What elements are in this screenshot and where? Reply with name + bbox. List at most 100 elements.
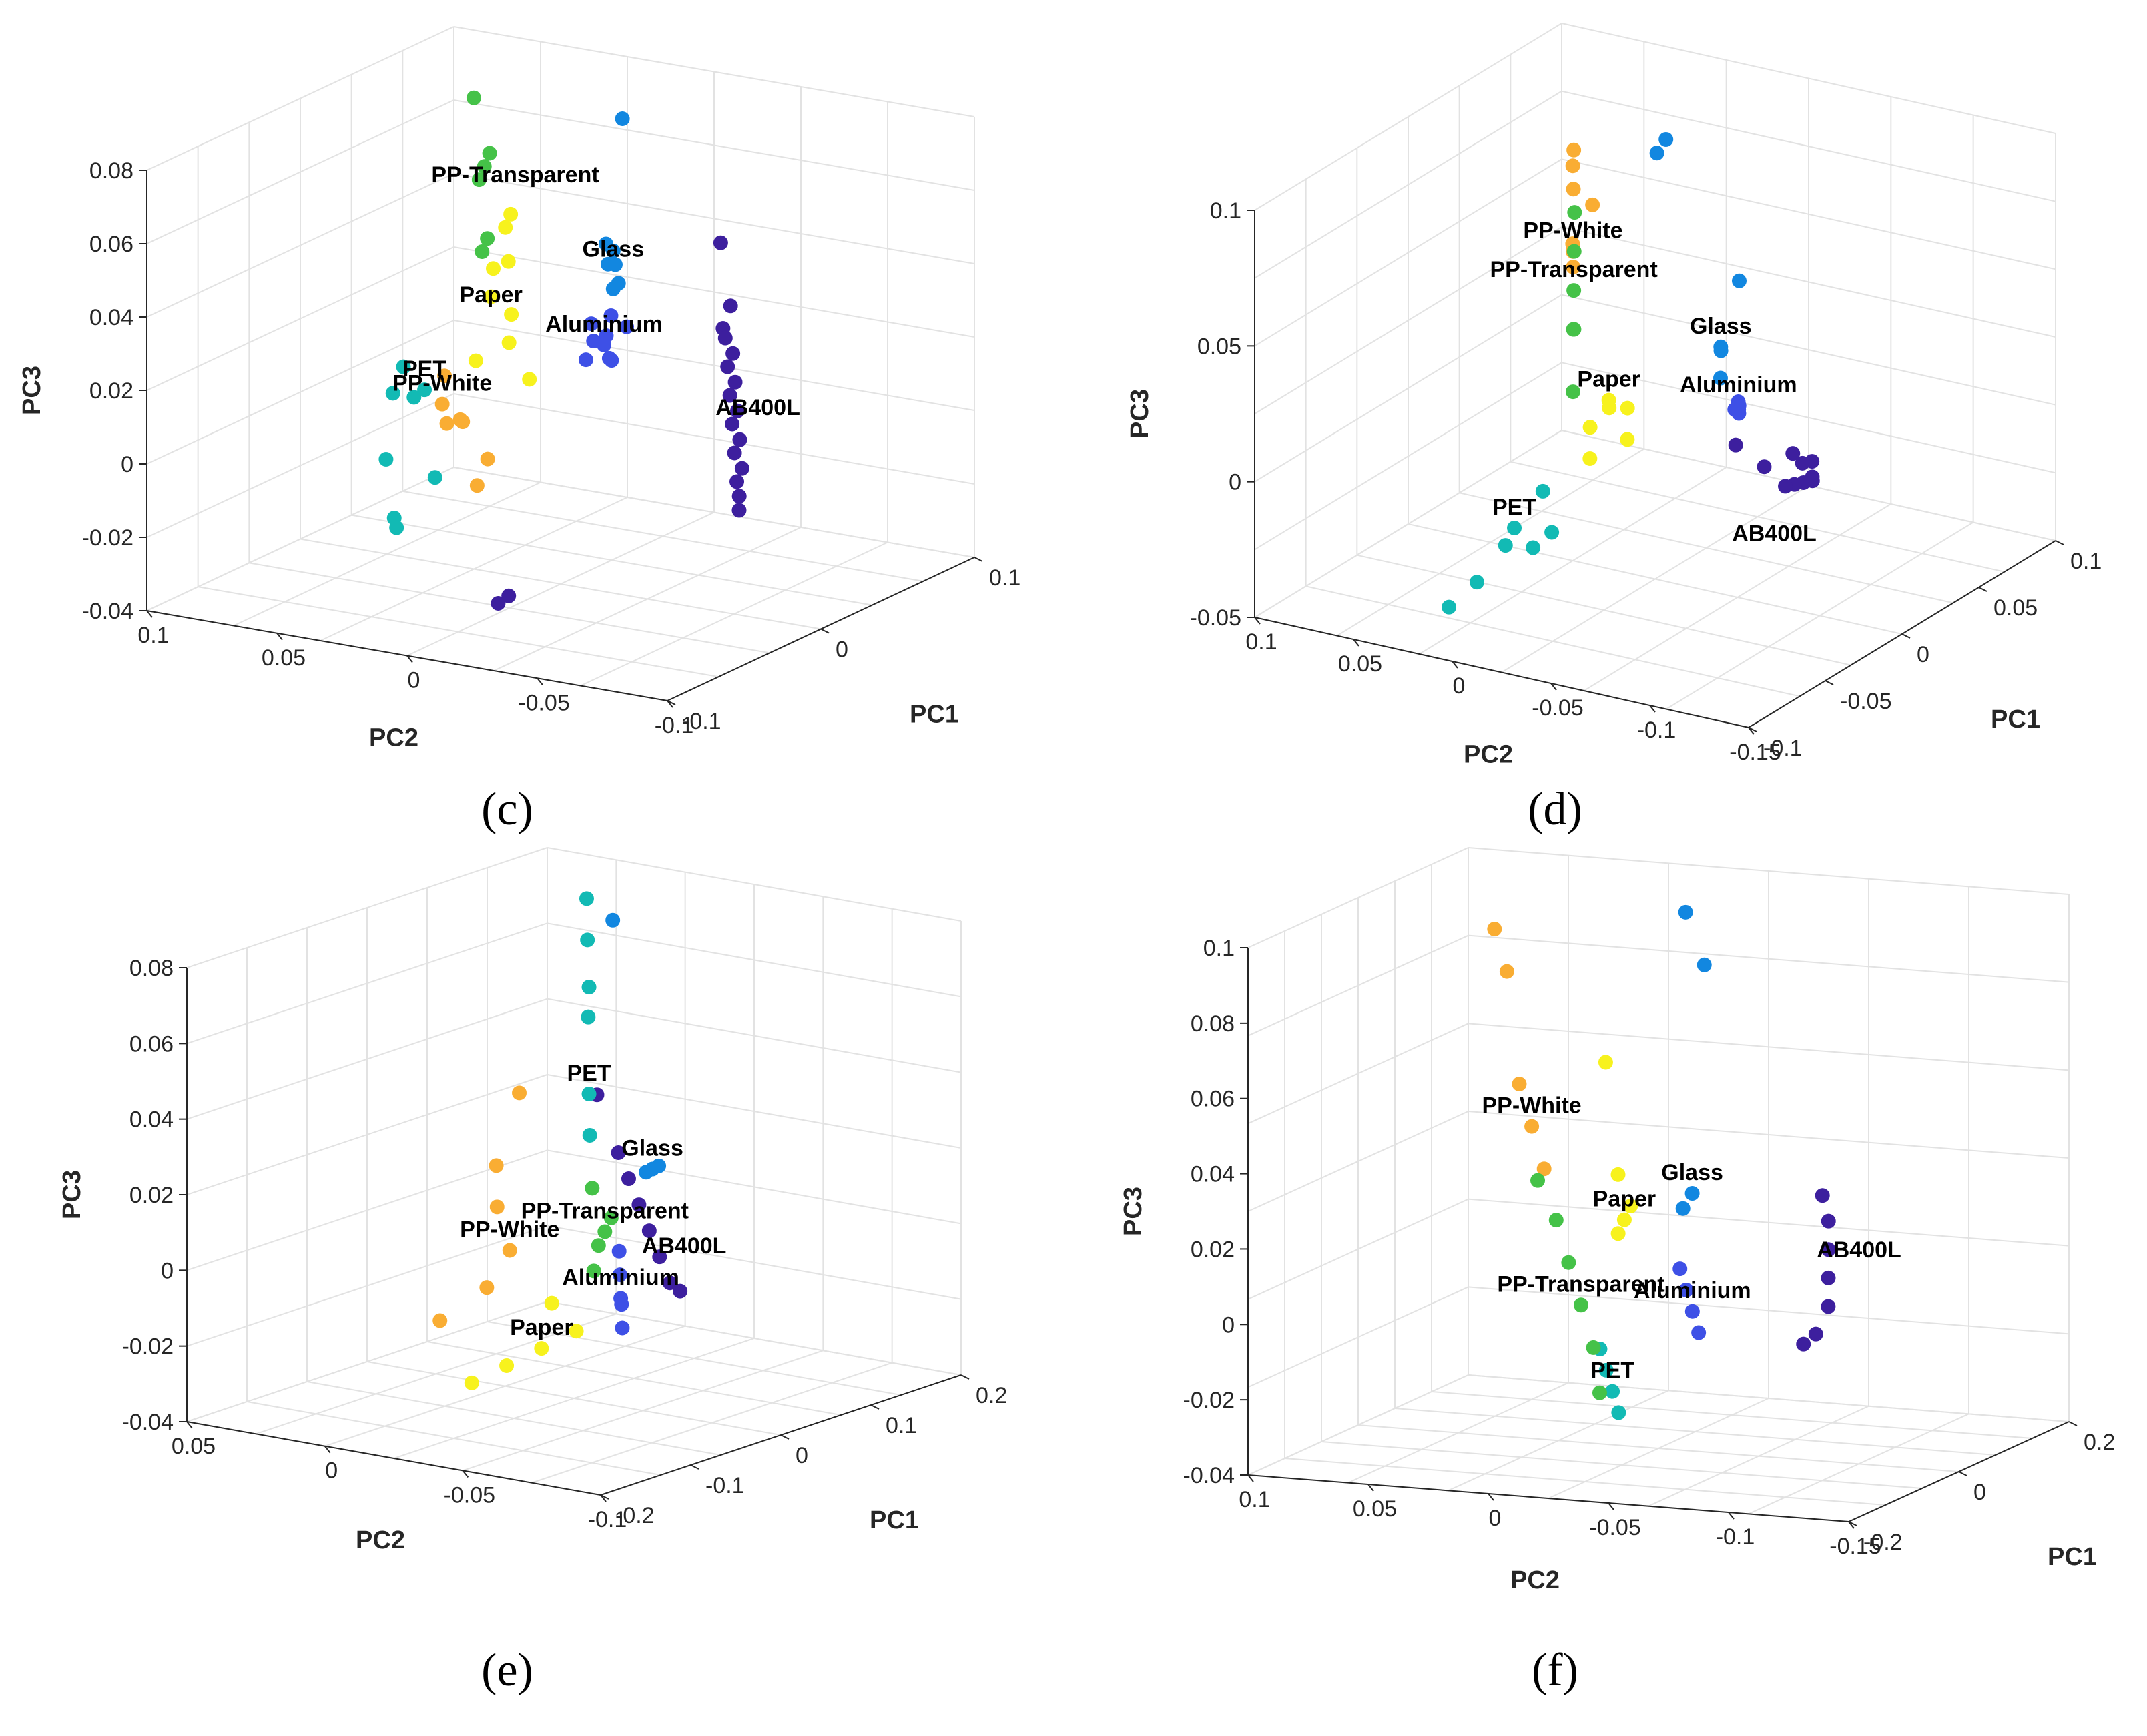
pc1-tick-mark [1978,587,1987,592]
grid-line [300,538,822,630]
pc3-tick-label: 0 [1229,470,1241,495]
pc3-tick-label: 0.04 [89,305,133,330]
scatter-point-pp-white [1565,158,1580,174]
cluster-label-aluminium: Aluminium [1634,1278,1751,1304]
scatter-point-ab400l [641,1223,657,1239]
scatter-point-paper [504,307,519,322]
pc3-tick-label: 0.02 [1191,1237,1235,1262]
grid-line [453,26,975,117]
cluster-label-aluminium: Aluminium [562,1265,679,1290]
pc2-tick-label: -0.15 [1729,740,1781,765]
scatter-point-pp-transparent [1592,1385,1607,1400]
scatter-point-pp-white [479,1280,495,1295]
pc3-tick-label: 0.05 [1197,334,1241,359]
scatter-point-pet [581,1009,596,1025]
scatter-point-pp-transparent [1567,205,1582,220]
cluster-label-glass: Glass [583,236,645,262]
pc2-tick-mark [1367,1484,1374,1492]
pc3-tick-label: -0.02 [122,1334,174,1360]
scatter-point-ab400l [673,1283,688,1299]
pc3-tick-label: -0.04 [82,599,134,624]
scatter-point-paper [1623,1199,1638,1214]
cluster-label-ab400l: AB400L [715,395,800,420]
scatter-point-glass [1713,370,1728,386]
panel-label: (e) [481,1645,533,1696]
pc2-tick-mark [276,633,283,641]
pc1-tick-label: 0 [836,637,848,663]
scatter-point-ab400l [722,388,737,403]
pc2-tick-label: -0.05 [518,690,570,715]
grid-line [320,497,628,641]
cluster-label-paper: Paper [1593,1187,1656,1212]
pc2-tick-mark [537,677,543,685]
pc3-tick-label: 0.1 [1210,198,1241,224]
cluster-label-ab400l: AB400L [1732,521,1817,547]
scatter-point-pp-transparent [471,172,487,188]
pc3-tick-label: 0.02 [89,378,133,404]
scatter-point-aluminium [611,1243,627,1259]
pc1-tick-mark [667,700,676,705]
scatter-point-pp-white [437,368,452,384]
scatter-point-paper [522,372,537,387]
scatter-point-ab400l [1808,1326,1823,1342]
pc1-tick-label: 0 [796,1443,808,1468]
pc3-tick-label: 0 [121,452,133,477]
scatter-point-aluminium [583,316,599,332]
pc2-tick-label: 0 [408,668,420,693]
scatter-point-pet [406,390,422,405]
pc1-tick-label: -0.1 [1763,736,1803,761]
scatter-point-glass [1675,1201,1691,1216]
pc3-axis-title: PC3 [1119,1187,1147,1236]
pc1-tick-mark [974,557,983,562]
grid-line [1431,1391,2033,1439]
scatter-point-pet [1498,538,1513,553]
pc2-tick-mark [324,1446,331,1454]
scatter-point-pp-transparent [1566,283,1582,298]
scatter-point-ab400l [734,461,749,476]
cluster-label-pp-transparent: PP-Transparent [521,1198,689,1223]
scatter-point-ab400l [1821,1270,1836,1285]
scatter-point-ab400l [727,374,743,390]
scatter-point-aluminium [619,319,635,334]
pc1-tick-label: 0 [1917,642,1929,667]
scatter-point-pet [581,1086,597,1101]
pc1-tick-label: 0.1 [989,565,1020,591]
grid-line [1254,23,1562,211]
cluster-label-pet: PET [1492,495,1536,520]
scatter-point-ab400l [732,432,747,447]
scatter-point-paper [501,254,516,269]
chart-panel-d: 0.10.050-0.05-0.1-0.15-0.1-0.0500.050.10… [1126,23,2102,835]
cluster-label-pet: PET [1590,1358,1634,1384]
cluster-label-pp-white: PP-White [1482,1093,1581,1119]
scatter-point-pet [1535,483,1550,499]
scatter-point-ab400l [1815,1188,1830,1203]
pc3-tick-label: -0.02 [82,525,134,551]
grid-line [1347,1382,1569,1484]
chart-panel-c: 0.1 0.05 0 -0.05 -0.1-0.1 0 0.1 0.08 0.06 0.04 0.0… [18,26,1020,835]
pc1-tick-mark [780,1434,790,1440]
scatter-point-aluminium [578,352,593,368]
scatter-point-glass [1697,957,1712,972]
cluster-label-pet: PET [567,1061,611,1086]
pc2-tick-mark [1247,1474,1254,1482]
scatter-point-ab400l [727,445,742,461]
scatter-point-pp-white [489,1199,505,1215]
scatter-point-ab400l [731,503,747,518]
scatter-point-pet [581,980,597,995]
cluster-label-pp-transparent: PP-Transparent [1490,257,1657,282]
scatter-point-ab400l [723,298,738,314]
scatter-point-paper [486,261,501,276]
pc2-tick-label: -0.1 [1716,1524,1755,1550]
scatter-point-pp-white [512,1085,527,1101]
scatter-point-pp-transparent [1566,244,1582,259]
pc2-tick-label: 0.1 [1239,1487,1270,1512]
scatter-point-pp-transparent [585,1181,600,1196]
cluster-label-ab400l: AB400L [1817,1237,1901,1263]
scatter-point-pet [1469,575,1484,590]
cluster-label-paper: Paper [510,1315,573,1340]
cluster-label-pp-transparent: PP-Transparent [431,162,599,188]
pc1-tick-mark [820,628,830,634]
scatter-point-pp-transparent [1586,1340,1601,1355]
pc2-tick-mark [1254,617,1261,625]
grid-line [186,847,548,968]
